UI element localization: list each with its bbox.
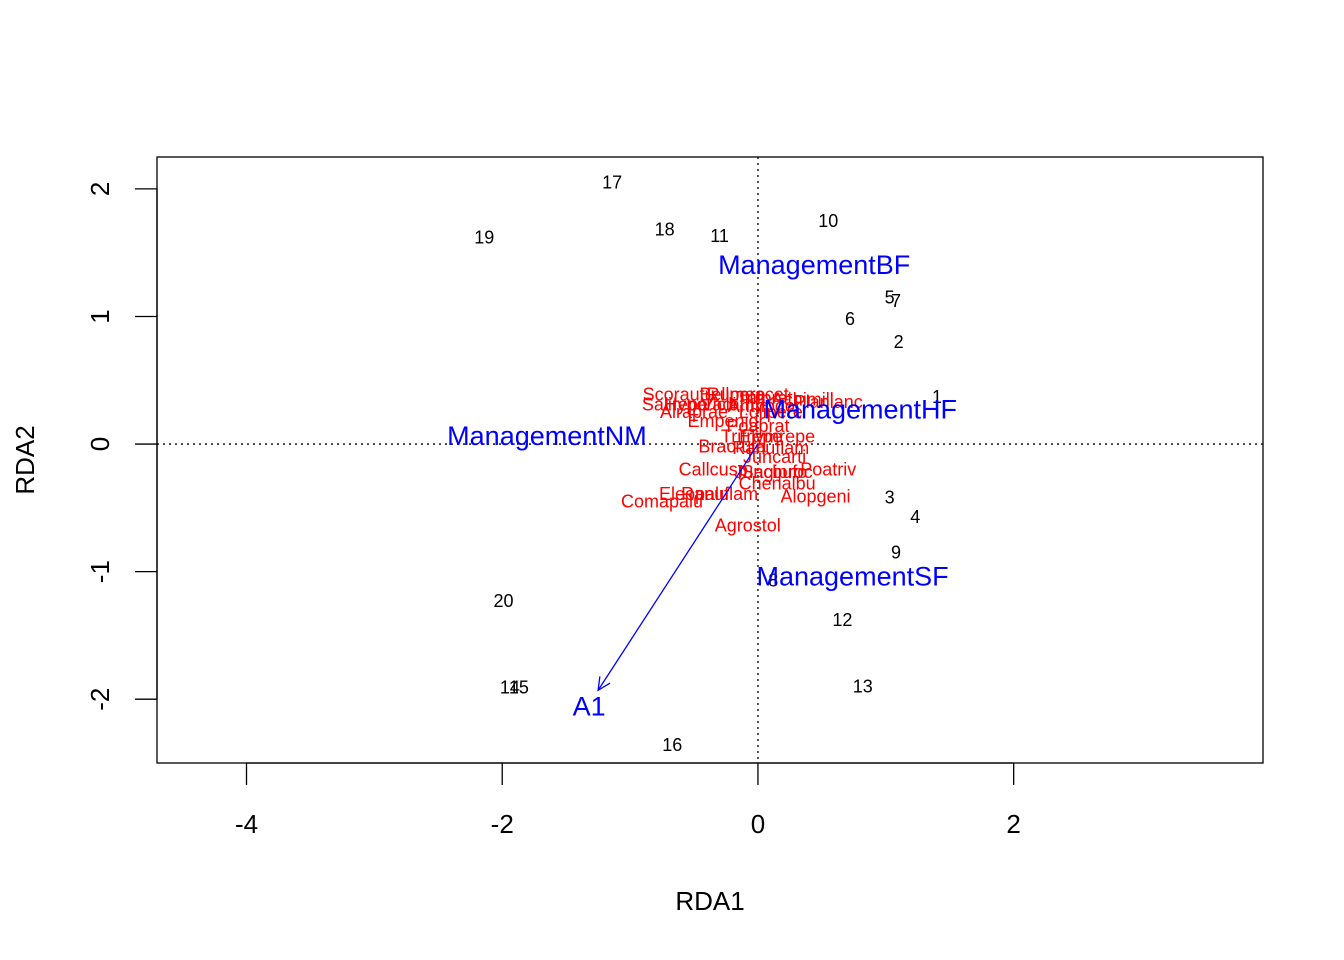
species-label: Lolipere (739, 402, 803, 422)
species-label: Bellpere (699, 384, 765, 404)
species-label: Agrostol (715, 516, 781, 536)
species-label: Salirepe (642, 395, 708, 415)
species-label: Airaprae (660, 402, 728, 422)
species-label: Hyporadi (664, 395, 736, 415)
species-label: Eleopalu (659, 484, 729, 504)
species-label: Comapalu (621, 491, 703, 511)
site-label: 15 (509, 678, 529, 698)
site-label: 16 (662, 735, 682, 755)
centroid-label: ManagementHF (763, 394, 957, 424)
arrow-shaft (597, 443, 759, 691)
site-label: 6 (845, 309, 855, 329)
site-label: 13 (853, 676, 873, 696)
site-label: 20 (493, 591, 513, 611)
species-label: Empenigr (687, 411, 764, 431)
arrow-head (597, 676, 611, 692)
species-label: Trifrepe (721, 426, 782, 446)
species-labels: ScorautuBellpereRumeacetTrifpratAchimill… (621, 384, 863, 535)
y-tick-label: 0 (85, 437, 115, 451)
species-label: Planlanc (794, 392, 863, 412)
site-label: 8 (768, 571, 778, 591)
x-tick-label: -2 (491, 809, 514, 839)
species-label: Ranuflam (681, 484, 758, 504)
species-label: Rumeacet (707, 384, 789, 404)
site-label: 18 (655, 220, 675, 240)
site-label: 3 (885, 488, 895, 508)
species-label: Bracruta (698, 437, 767, 457)
species-label: Viciathy (701, 395, 764, 415)
y-tick-label: -1 (85, 560, 115, 583)
constraint-arrows: A1 (573, 443, 759, 722)
species-label: Chenalbu (739, 474, 816, 494)
site-label: 19 (474, 227, 494, 247)
site-label: 2 (894, 332, 904, 352)
site-label: 5 (885, 287, 895, 307)
species-label: Poaprat (726, 416, 789, 436)
site-label: 11 (710, 226, 729, 246)
centroid-label: ManagementNM (447, 421, 647, 451)
site-label: 12 (832, 610, 852, 630)
species-label: Juncbufo (734, 462, 807, 482)
species-label: Sagiproc (742, 462, 813, 482)
y-tick-label: -2 (85, 688, 115, 711)
arrow-label: A1 (573, 692, 606, 722)
species-label: Trifprat (736, 388, 792, 408)
x-axis: -4 -2 0 2 (235, 762, 1021, 839)
centroid-labels: ManagementBF ManagementHF ManagementNM Mana… (447, 250, 957, 591)
centroid-label: ManagementSF (757, 561, 949, 591)
site-label: 4 (910, 507, 920, 527)
y-axis: -2 -1 0 1 2 (85, 182, 158, 711)
species-label: Juncarti (743, 447, 806, 467)
site-label: 14 (500, 678, 520, 698)
species-label: Elymrepe (739, 426, 815, 446)
site-label: 9 (891, 542, 901, 562)
y-tick-label: 1 (85, 309, 115, 323)
site-label: 1 (932, 387, 942, 407)
y-tick-label: 2 (85, 182, 115, 196)
site-label: 7 (891, 291, 901, 311)
y-axis-title: RDA2 (10, 425, 40, 494)
site-label: 17 (602, 173, 622, 193)
species-label: Achimill (772, 389, 834, 409)
site-label: 10 (818, 211, 838, 231)
species-label: Poatriv (800, 460, 856, 480)
species-label: Alopgeni (780, 486, 850, 506)
species-label: Callcusp (679, 460, 748, 480)
x-tick-label: 0 (751, 809, 765, 839)
x-tick-label: -4 (235, 809, 258, 839)
x-tick-label: 2 (1006, 809, 1020, 839)
species-label: Anthodor (728, 396, 801, 416)
species-label: Scorautu (643, 384, 715, 404)
x-axis-title: RDA1 (675, 886, 744, 916)
centroid-label: ManagementBF (718, 250, 910, 280)
